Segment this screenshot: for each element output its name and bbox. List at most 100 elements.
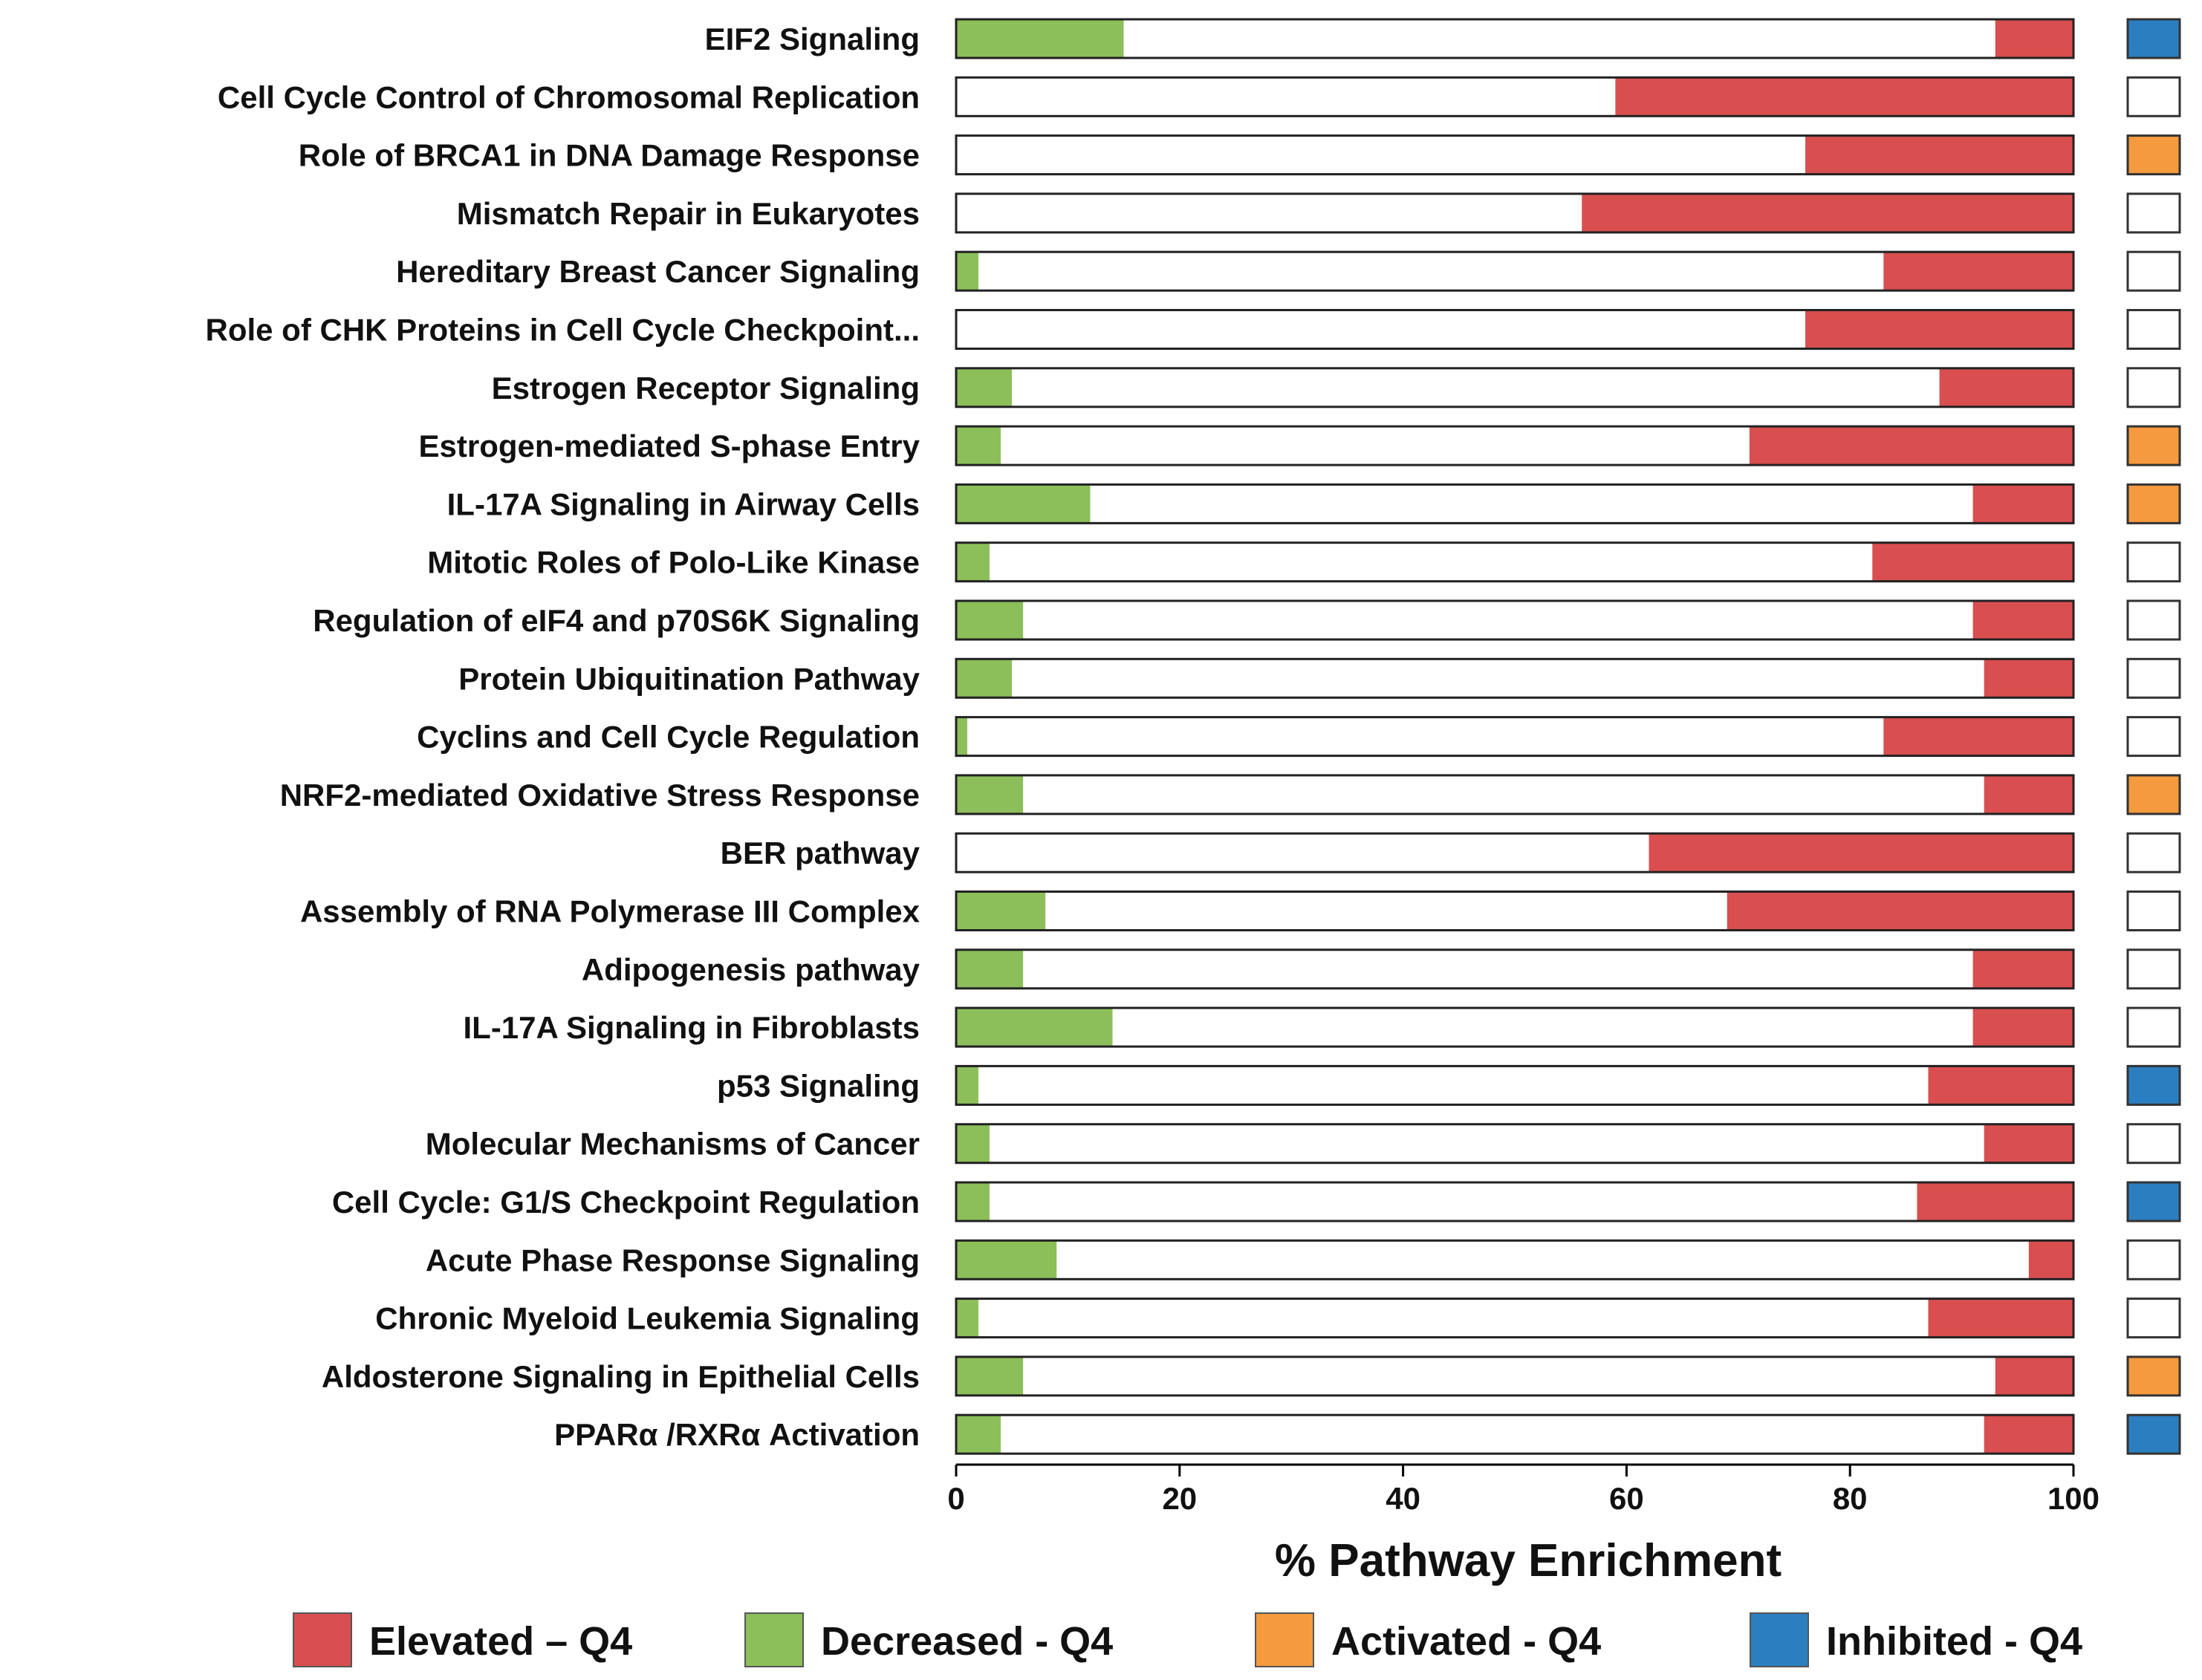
bar-segment-decreased-q4 — [956, 891, 1046, 931]
bar-outline — [955, 483, 2075, 524]
bar-outline — [955, 134, 2075, 176]
bar-segment-unchanged — [1001, 426, 1750, 466]
bar-segment-unchanged — [1045, 891, 1727, 931]
bar-segment-decreased-q4 — [956, 252, 979, 291]
bar-segment-unchanged — [1123, 19, 1995, 58]
category-label: Role of BRCA1 in DNA Damage Response — [299, 138, 920, 173]
bar-segment-elevated-q4 — [1928, 1298, 2073, 1338]
bar-segment-unchanged — [1001, 1415, 1984, 1454]
legend-swatch — [293, 1612, 352, 1667]
x-tick-label: 0 — [947, 1481, 964, 1516]
legend-swatch — [744, 1612, 804, 1667]
bar-outline — [955, 1181, 2075, 1222]
status-box-inhibited — [2126, 1064, 2181, 1106]
category-label: Chronic Myeloid Leukemia Signaling — [375, 1301, 920, 1336]
bar-segment-unchanged — [1090, 484, 1973, 524]
bar-segment-elevated-q4 — [2028, 1240, 2073, 1280]
bar-segment-unchanged — [1012, 659, 1984, 698]
bar-segment-decreased-q4 — [956, 717, 968, 756]
bar-outline — [955, 774, 2075, 815]
category-label: Hereditary Breast Cancer Signaling — [396, 254, 920, 289]
bar-segment-unchanged — [1023, 1356, 1995, 1396]
status-box-none — [2126, 716, 2181, 758]
status-box-activated — [2126, 425, 2181, 466]
status-box-none — [2126, 192, 2181, 234]
category-label: IL-17A Signaling in Airway Cells — [447, 486, 920, 521]
status-box-inhibited — [2126, 1413, 2181, 1455]
category-label: IL-17A Signaling in Fibroblasts — [464, 1010, 920, 1045]
x-tick-label: 100 — [2047, 1481, 2099, 1516]
category-label: Molecular Mechanisms of Cancer — [426, 1127, 920, 1162]
status-box-none — [2126, 1006, 2181, 1048]
category-label: Acute Phase Response Signaling — [426, 1243, 920, 1277]
x-tick-label: 60 — [1609, 1481, 1644, 1516]
bar-outline — [955, 1413, 2075, 1455]
bar-segment-elevated-q4 — [1805, 135, 2073, 175]
bar-outline — [955, 76, 2075, 117]
category-label: Estrogen-mediated S-phase Entry — [419, 429, 920, 463]
bar-segment-elevated-q4 — [1995, 1356, 2073, 1396]
bar-segment-elevated-q4 — [1917, 1182, 2073, 1221]
bar-segment-elevated-q4 — [1649, 833, 2073, 873]
category-label: Role of CHK Proteins in Cell Cycle Check… — [206, 313, 920, 348]
status-box-none — [2126, 541, 2181, 583]
bar-outline — [955, 541, 2075, 583]
bar-segment-elevated-q4 — [1727, 891, 2073, 931]
category-label: PPARα /RXRα Activation — [554, 1417, 920, 1452]
status-box-inhibited — [2126, 18, 2181, 59]
status-box-none — [2126, 948, 2181, 990]
category-label: EIF2 Signaling — [705, 22, 920, 56]
bar-segment-unchanged — [956, 135, 1806, 175]
bar-outline — [955, 891, 2075, 931]
legend-label: Inhibited - Q4 — [1826, 1619, 2082, 1664]
bar-segment-unchanged — [1023, 601, 1973, 639]
legend-swatch — [1255, 1612, 1314, 1667]
bar-segment-elevated-q4 — [1872, 542, 2073, 582]
status-box-none — [2126, 657, 2181, 699]
status-box-none — [2126, 250, 2181, 292]
category-label: Aldosterone Signaling in Epithelial Cell… — [322, 1359, 920, 1394]
bar-segment-decreased-q4 — [956, 659, 1013, 698]
status-box-none — [2126, 76, 2181, 117]
bar-segment-unchanged — [1056, 1240, 2029, 1280]
category-label: Cyclins and Cell Cycle Regulation — [417, 720, 920, 755]
bar-segment-elevated-q4 — [1749, 426, 2073, 466]
category-label: NRF2-mediated Oxidative Stress Response — [280, 778, 920, 813]
bar-outline — [955, 309, 2075, 350]
bar-segment-unchanged — [990, 1124, 1984, 1163]
status-box-inhibited — [2126, 1181, 2181, 1222]
bar-segment-elevated-q4 — [1972, 601, 2073, 639]
bar-segment-decreased-q4 — [956, 1240, 1057, 1280]
category-label: Assembly of RNA Polymerase III Complex — [300, 894, 920, 929]
status-boxes — [2126, 18, 2181, 1455]
status-box-activated — [2126, 483, 2181, 524]
bar-segment-unchanged — [978, 1066, 1929, 1105]
bar-outline — [955, 192, 2075, 234]
legend-label: Decreased - Q4 — [821, 1619, 1113, 1664]
bar-segment-decreased-q4 — [956, 949, 1024, 989]
bar-segment-unchanged — [978, 1298, 1929, 1338]
category-label: Protein Ubiquitination Pathway — [458, 661, 920, 696]
bars-layer — [955, 18, 2075, 1455]
bar-segment-elevated-q4 — [1582, 193, 2073, 232]
bar-segment-decreased-q4 — [956, 601, 1024, 639]
bar-outline — [955, 425, 2075, 466]
x-axis: 0 20 40 60 80 100 — [947, 1463, 2099, 1516]
bar-segment-elevated-q4 — [1805, 310, 2073, 349]
bar-segment-decreased-q4 — [956, 1124, 990, 1163]
bar-segment-decreased-q4 — [956, 1356, 1024, 1396]
bar-outline — [955, 716, 2075, 758]
bar-segment-decreased-q4 — [956, 1066, 979, 1105]
bar-segment-elevated-q4 — [1939, 368, 2073, 407]
bar-segment-unchanged — [990, 1182, 1917, 1221]
status-box-none — [2126, 367, 2181, 408]
bar-outline — [955, 832, 2075, 873]
bar-outline — [955, 1239, 2075, 1280]
x-tick-label: 20 — [1162, 1481, 1197, 1516]
status-box-none — [2126, 1239, 2181, 1280]
bar-outline — [955, 1064, 2075, 1106]
category-label: Regulation of eIF4 and p70S6K Signaling — [313, 603, 920, 638]
bar-segment-elevated-q4 — [1615, 77, 2073, 117]
bar-segment-elevated-q4 — [1984, 775, 2073, 814]
bar-segment-decreased-q4 — [956, 426, 1001, 466]
